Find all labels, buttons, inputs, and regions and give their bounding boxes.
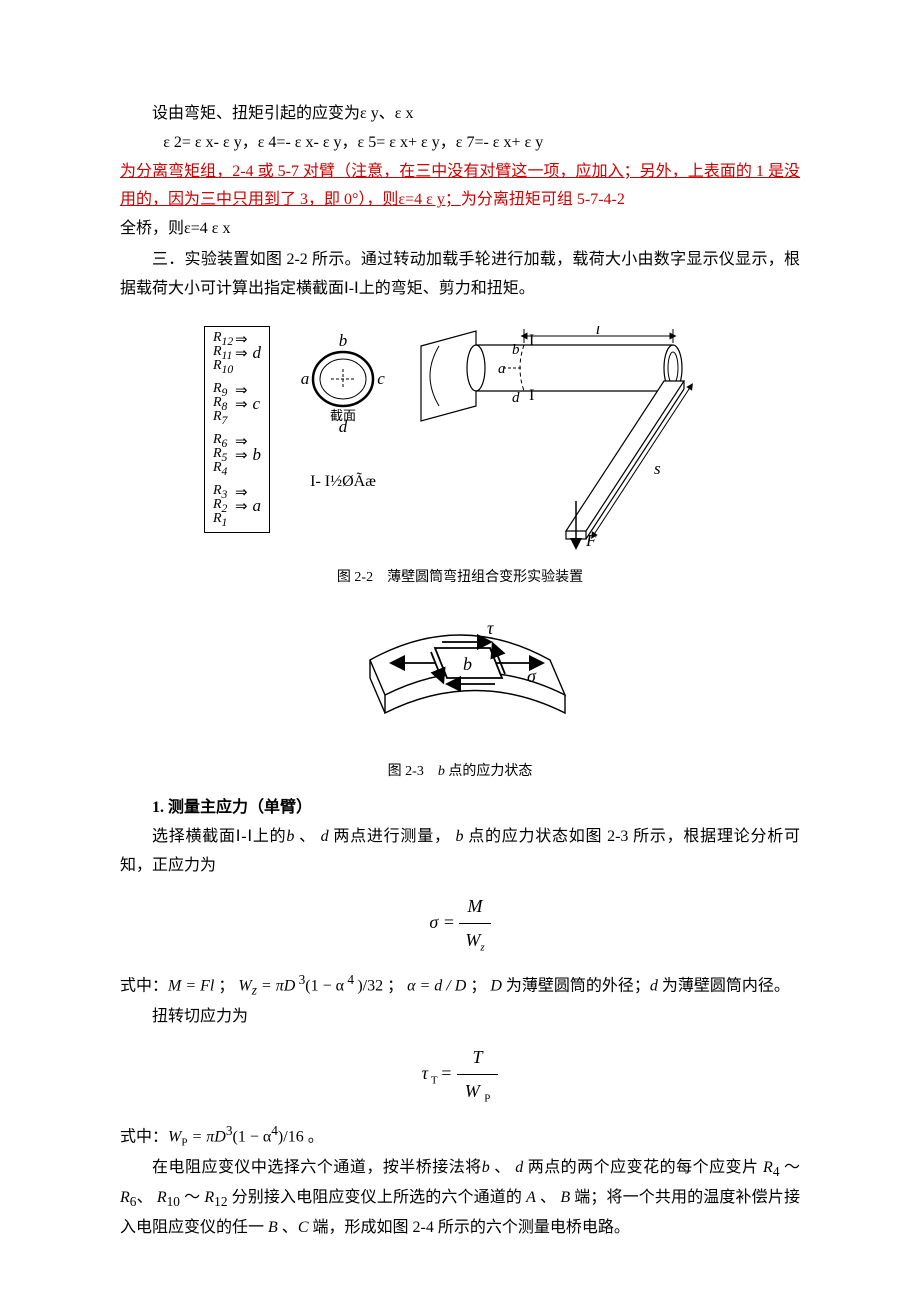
cross-section-label: I- I½ØÃæ xyxy=(288,468,398,497)
cross-section-svg: b c d a 截面 xyxy=(288,334,398,464)
svg-text:b: b xyxy=(512,342,520,358)
gauge-group-c: R9⇒c R8⇒c R7⇒ xyxy=(213,384,261,426)
svg-text:F: F xyxy=(585,531,597,550)
svg-text:b: b xyxy=(463,654,472,674)
svg-text:b: b xyxy=(339,334,348,350)
svg-text:a: a xyxy=(498,361,506,377)
svg-text:截面: 截面 xyxy=(330,408,356,423)
apparatus-svg: I I b a d l s F xyxy=(416,326,716,551)
paragraph-channels: 在电阻应变仪中选择六个通道，按半桥接法将b 、 d 两点的两个应变花的每个应变片… xyxy=(120,1154,800,1243)
svg-text:d: d xyxy=(512,390,520,406)
paragraph-tau-where: 式中：WP = πD3(1 − α4)/16 。 xyxy=(120,1119,800,1153)
gauge-group-a: R3⇒a R2⇒a R1⇒ xyxy=(213,486,261,528)
strain-gauge-box: R12⇒d R11⇒d R10⇒ R9⇒c R8⇒c R7⇒ R6⇒b R5⇒b… xyxy=(204,326,270,533)
figure-2-2-caption: 图 2-2 薄壁圆筒弯扭组合变形实验装置 xyxy=(120,565,800,590)
paragraph-select-points: 选择横截面Ⅰ-Ⅰ上的b 、 d 两点进行测量， b 点的应力状态如图 2-3 所… xyxy=(120,823,800,881)
figure-2-2: R12⇒d R11⇒d R10⇒ R9⇒c R8⇒c R7⇒ R6⇒b R5⇒b… xyxy=(120,326,800,551)
red-tail: 为分离扭矩可组 5-7-4-2 xyxy=(461,191,625,208)
stress-state-svg: b σ τ xyxy=(335,600,585,745)
svg-text:a: a xyxy=(301,369,310,388)
paragraph-apparatus: 三．实验装置如图 2-2 所示。通过转动加载手轮进行加载，载荷大小由数字显示仪显… xyxy=(120,246,800,304)
svg-text:c: c xyxy=(377,369,385,388)
paragraph-full-bridge: 全桥，则ε=4 ε x xyxy=(120,215,800,244)
svg-text:σ: σ xyxy=(527,666,537,686)
section-I-top: I xyxy=(529,332,534,349)
figure-2-3-caption: 图 2-3 b 点的应力状态 xyxy=(120,759,800,784)
paragraph-strain-intro: 设由弯矩、扭矩引起的应变为ε y、ε x xyxy=(120,100,800,129)
section-I-bottom: I xyxy=(529,387,534,404)
svg-text:τ: τ xyxy=(487,618,494,638)
cross-section-diagram: b c d a 截面 I- I½ØÃæ xyxy=(288,334,398,497)
svg-text:l: l xyxy=(596,326,601,338)
paragraph-red-note: 为分离弯矩组，2-4 或 5-7 对臂（注意，在三中没有对臂这一项，应加入；另外… xyxy=(120,158,800,216)
paragraph-sigma-where: 式中：M = Fl ； Wz = πD 3(1 − α 4 )/32 ； α =… xyxy=(120,968,800,1003)
figure-2-3: b σ τ xyxy=(120,600,800,745)
paragraph-tau-intro: 扭转切应力为 xyxy=(120,1003,800,1032)
apparatus-iso-diagram: I I b a d l s F xyxy=(416,326,716,551)
gauge-group-d: R12⇒d R11⇒d R10⇒ xyxy=(213,333,261,375)
svg-text:s: s xyxy=(654,459,661,478)
section-1-heading: 1. 测量主应力（单臂） xyxy=(120,794,800,823)
equation-sigma: σ = M Wz xyxy=(120,890,800,958)
equation-tau: τ T = T W P xyxy=(120,1041,800,1109)
paragraph-strain-eqs: ε 2= ε x- ε y，ε 4=- ε x- ε y，ε 5= ε x+ ε… xyxy=(120,129,800,158)
gauge-group-b: R6⇒b R5⇒b R4⇒ xyxy=(213,435,261,477)
